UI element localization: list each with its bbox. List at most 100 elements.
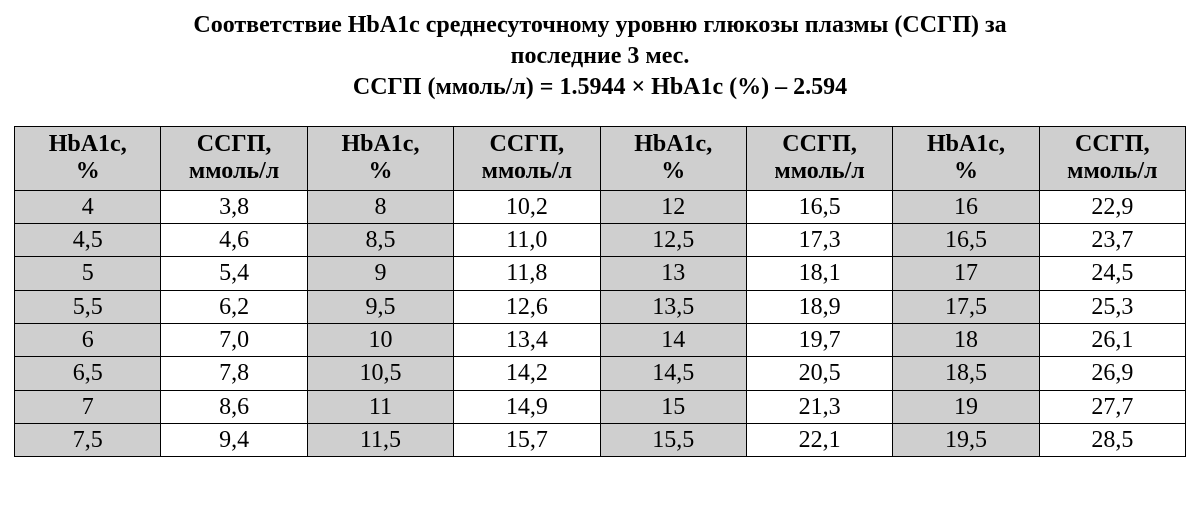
table-cell: 16 bbox=[893, 190, 1039, 223]
table-cell: 14,9 bbox=[454, 390, 600, 423]
table-cell: 19,5 bbox=[893, 423, 1039, 456]
page-title: Соответствие HbA1c среднесуточному уровн… bbox=[14, 10, 1186, 104]
table-cell: 14 bbox=[600, 324, 746, 357]
table-cell: 20,5 bbox=[746, 357, 892, 390]
table-cell: 14,5 bbox=[600, 357, 746, 390]
table-cell: 5 bbox=[15, 257, 161, 290]
column-header-line2: % bbox=[954, 158, 978, 184]
table-cell: 17 bbox=[893, 257, 1039, 290]
table-cell: 9,5 bbox=[307, 290, 453, 323]
column-header-line2: ммоль/л bbox=[1067, 158, 1157, 184]
table-cell: 12 bbox=[600, 190, 746, 223]
column-header: ССГП,ммоль/л bbox=[454, 126, 600, 190]
table-cell: 26,1 bbox=[1039, 324, 1185, 357]
column-header-line1: ССГП, bbox=[490, 131, 565, 157]
column-header: HbA1c,% bbox=[600, 126, 746, 190]
table-cell: 3,8 bbox=[161, 190, 307, 223]
table-cell: 18,9 bbox=[746, 290, 892, 323]
table-cell: 5,5 bbox=[15, 290, 161, 323]
table-row: 78,61114,91521,31927,7 bbox=[15, 390, 1186, 423]
title-line-2: последние 3 мес. bbox=[14, 41, 1186, 72]
table-cell: 12,6 bbox=[454, 290, 600, 323]
table-cell: 8 bbox=[307, 190, 453, 223]
table-cell: 9 bbox=[307, 257, 453, 290]
table-cell: 10 bbox=[307, 324, 453, 357]
table-cell: 17,3 bbox=[746, 224, 892, 257]
table-cell: 18,1 bbox=[746, 257, 892, 290]
table-cell: 8,6 bbox=[161, 390, 307, 423]
table-cell: 15,7 bbox=[454, 423, 600, 456]
column-header: HbA1c,% bbox=[15, 126, 161, 190]
table-cell: 19,7 bbox=[746, 324, 892, 357]
table-cell: 8,5 bbox=[307, 224, 453, 257]
table-cell: 27,7 bbox=[1039, 390, 1185, 423]
table-cell: 13,4 bbox=[454, 324, 600, 357]
column-header: HbA1c,% bbox=[893, 126, 1039, 190]
column-header-line1: HbA1c, bbox=[341, 131, 419, 157]
column-header: ССГП,ммоль/л bbox=[746, 126, 892, 190]
column-header: ССГП,ммоль/л bbox=[161, 126, 307, 190]
column-header-line2: % bbox=[661, 158, 685, 184]
table-cell: 21,3 bbox=[746, 390, 892, 423]
column-header-line1: ССГП, bbox=[782, 131, 857, 157]
table-cell: 11,0 bbox=[454, 224, 600, 257]
column-header: HbA1c,% bbox=[307, 126, 453, 190]
table-cell: 4 bbox=[15, 190, 161, 223]
table-cell: 4,6 bbox=[161, 224, 307, 257]
table-cell: 13,5 bbox=[600, 290, 746, 323]
column-header-line1: HbA1c, bbox=[49, 131, 127, 157]
table-cell: 15 bbox=[600, 390, 746, 423]
table-cell: 9,4 bbox=[161, 423, 307, 456]
table-cell: 12,5 bbox=[600, 224, 746, 257]
table-cell: 19 bbox=[893, 390, 1039, 423]
table-cell: 13 bbox=[600, 257, 746, 290]
column-header-line1: HbA1c, bbox=[634, 131, 712, 157]
table-cell: 11 bbox=[307, 390, 453, 423]
column-header-line1: ССГП, bbox=[1075, 131, 1150, 157]
table-cell: 7,8 bbox=[161, 357, 307, 390]
table-cell: 11,8 bbox=[454, 257, 600, 290]
table-cell: 11,5 bbox=[307, 423, 453, 456]
table-cell: 16,5 bbox=[746, 190, 892, 223]
column-header-line2: ммоль/л bbox=[482, 158, 572, 184]
table-cell: 7 bbox=[15, 390, 161, 423]
column-header-line2: % bbox=[368, 158, 392, 184]
table-cell: 24,5 bbox=[1039, 257, 1185, 290]
table-cell: 14,2 bbox=[454, 357, 600, 390]
column-header: ССГП,ммоль/л bbox=[1039, 126, 1185, 190]
table-cell: 25,3 bbox=[1039, 290, 1185, 323]
table-row: 6,57,810,514,214,520,518,526,9 bbox=[15, 357, 1186, 390]
table-cell: 26,9 bbox=[1039, 357, 1185, 390]
table-body: 43,8810,21216,51622,94,54,68,511,012,517… bbox=[15, 190, 1186, 457]
table-cell: 18,5 bbox=[893, 357, 1039, 390]
table-row: 55,4911,81318,11724,5 bbox=[15, 257, 1186, 290]
table-cell: 10,5 bbox=[307, 357, 453, 390]
table-cell: 28,5 bbox=[1039, 423, 1185, 456]
table-row: 67,01013,41419,71826,1 bbox=[15, 324, 1186, 357]
column-header-line1: HbA1c, bbox=[927, 131, 1005, 157]
table-row: 43,8810,21216,51622,9 bbox=[15, 190, 1186, 223]
table-cell: 18 bbox=[893, 324, 1039, 357]
table-cell: 5,4 bbox=[161, 257, 307, 290]
table-cell: 7,5 bbox=[15, 423, 161, 456]
column-header-line2: ммоль/л bbox=[189, 158, 279, 184]
table-row: 5,56,29,512,613,518,917,525,3 bbox=[15, 290, 1186, 323]
table-cell: 23,7 bbox=[1039, 224, 1185, 257]
table-cell: 15,5 bbox=[600, 423, 746, 456]
table-cell: 16,5 bbox=[893, 224, 1039, 257]
table-cell: 22,1 bbox=[746, 423, 892, 456]
table-row: 4,54,68,511,012,517,316,523,7 bbox=[15, 224, 1186, 257]
table-cell: 10,2 bbox=[454, 190, 600, 223]
column-header-line1: ССГП, bbox=[197, 131, 272, 157]
table-cell: 4,5 bbox=[15, 224, 161, 257]
column-header-line2: % bbox=[76, 158, 100, 184]
column-header-line2: ммоль/л bbox=[774, 158, 864, 184]
table-header-row: HbA1c,%ССГП,ммоль/лHbA1c,%ССГП,ммоль/лHb… bbox=[15, 126, 1186, 190]
table-cell: 17,5 bbox=[893, 290, 1039, 323]
title-line-1: Соответствие HbA1c среднесуточному уровн… bbox=[14, 10, 1186, 41]
table-header: HbA1c,%ССГП,ммоль/лHbA1c,%ССГП,ммоль/лHb… bbox=[15, 126, 1186, 190]
table-cell: 6,2 bbox=[161, 290, 307, 323]
table-cell: 6 bbox=[15, 324, 161, 357]
hba1c-table: HbA1c,%ССГП,ммоль/лHbA1c,%ССГП,ммоль/лHb… bbox=[14, 126, 1186, 458]
table-row: 7,59,411,515,715,522,119,528,5 bbox=[15, 423, 1186, 456]
